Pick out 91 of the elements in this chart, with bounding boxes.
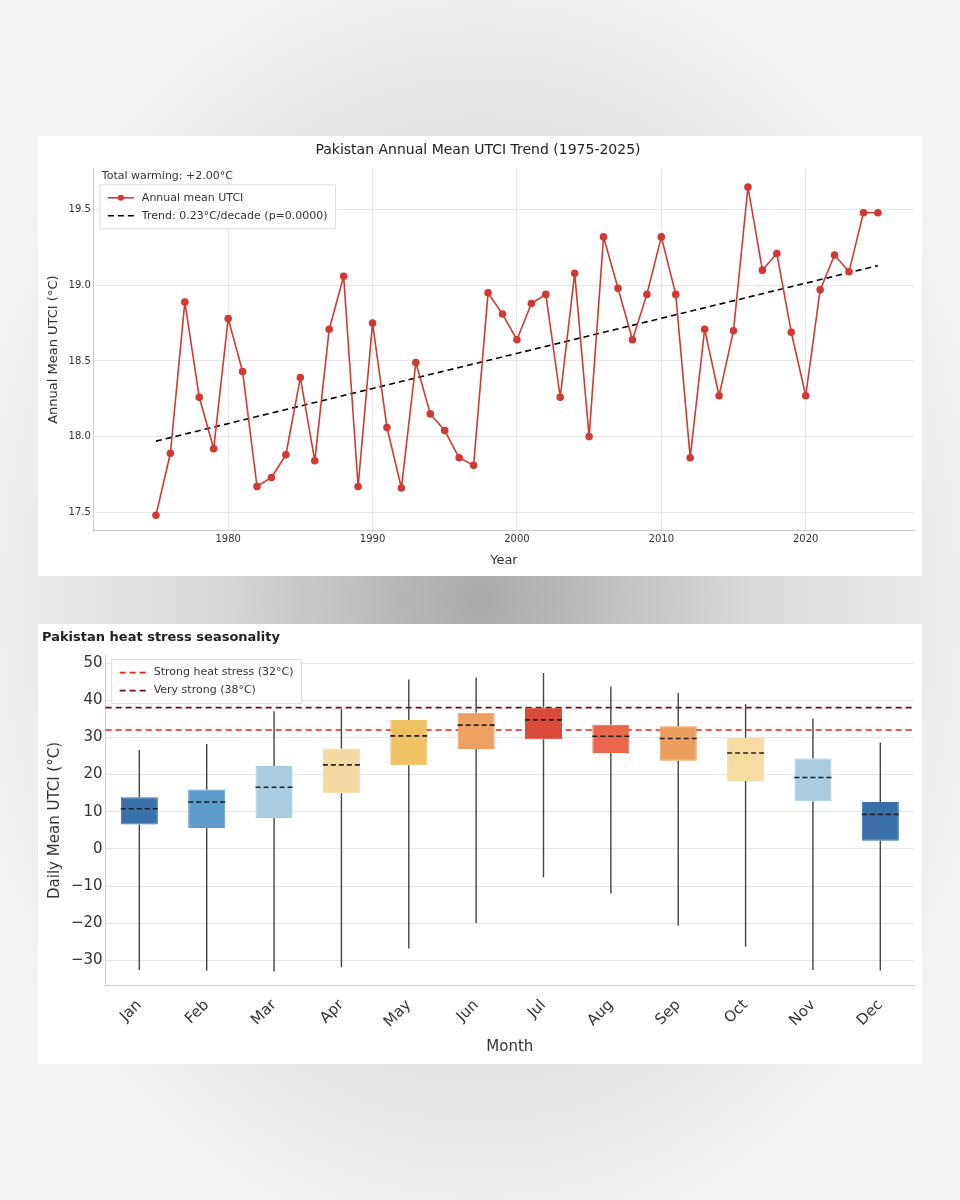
point bbox=[599, 233, 608, 241]
point bbox=[744, 183, 752, 191]
point bbox=[874, 208, 882, 217]
point bbox=[253, 482, 261, 491]
point bbox=[412, 358, 420, 367]
point bbox=[181, 298, 189, 306]
point bbox=[628, 335, 637, 344]
point bbox=[859, 208, 868, 217]
point bbox=[426, 410, 435, 418]
y-tick-label: 20 bbox=[83, 764, 103, 783]
y-tick-label: 40 bbox=[83, 690, 103, 709]
legend-label: Annual mean UTCI bbox=[141, 190, 244, 204]
point bbox=[498, 310, 507, 318]
point bbox=[729, 326, 738, 335]
point bbox=[801, 391, 810, 400]
x-tick-label: Feb bbox=[180, 995, 213, 1028]
point bbox=[513, 335, 521, 344]
y-tick-label: 19.5 bbox=[68, 203, 91, 215]
x-axis-title: Year bbox=[489, 551, 519, 567]
point bbox=[238, 367, 247, 376]
x-axis-title: Month bbox=[486, 1036, 534, 1055]
point bbox=[455, 453, 463, 462]
point bbox=[469, 461, 478, 470]
x-tick-label: Jun bbox=[451, 995, 482, 1026]
point bbox=[773, 249, 781, 258]
point bbox=[758, 266, 767, 274]
point bbox=[325, 325, 334, 333]
x-tick-label: Jul bbox=[522, 995, 550, 1022]
y-tick-label: −30 bbox=[71, 950, 103, 969]
point bbox=[542, 290, 550, 299]
point bbox=[383, 423, 391, 432]
point bbox=[209, 444, 218, 453]
x-tick-label: Dec bbox=[852, 995, 886, 1029]
y-axis-title: Annual Mean UTCI (°C) bbox=[45, 275, 61, 424]
point bbox=[282, 450, 290, 459]
point bbox=[570, 269, 579, 277]
point bbox=[152, 511, 160, 520]
annotation: Total warming: +2.00°C bbox=[100, 169, 234, 183]
legend-label: Trend: 0.23°C/decade (p=0.0000) bbox=[140, 208, 328, 222]
legend-label: Very strong (38°C) bbox=[153, 683, 256, 697]
y-tick-label: 18.0 bbox=[68, 430, 91, 442]
point bbox=[368, 319, 377, 327]
point bbox=[354, 482, 362, 491]
point bbox=[614, 284, 622, 293]
point bbox=[845, 267, 853, 276]
x-tick-label: Apr bbox=[315, 994, 348, 1027]
y-tick-label: 17.5 bbox=[68, 505, 91, 517]
y-tick-label: −20 bbox=[71, 913, 103, 932]
x-tick-label: Aug bbox=[583, 995, 617, 1029]
point bbox=[296, 373, 305, 382]
point bbox=[787, 328, 796, 336]
point bbox=[267, 473, 276, 482]
y-axis-title: Daily Mean UTCI (°C) bbox=[44, 741, 63, 899]
point bbox=[700, 325, 709, 333]
x-tick-label: 2020 bbox=[792, 532, 819, 544]
y-tick-label: 19.0 bbox=[68, 278, 91, 290]
x-tick-label: 1980 bbox=[215, 532, 241, 544]
point bbox=[715, 391, 723, 400]
x-tick-label: 2000 bbox=[504, 532, 530, 544]
chart-title: Pakistan Annual Mean UTCI Trend (1975-2025) bbox=[315, 141, 641, 158]
point bbox=[484, 289, 492, 297]
point bbox=[166, 449, 175, 458]
point bbox=[585, 432, 593, 441]
point bbox=[224, 314, 232, 323]
y-tick-label: 50 bbox=[83, 652, 103, 671]
x-tick-label: 2010 bbox=[648, 532, 675, 544]
point bbox=[686, 453, 694, 462]
point bbox=[671, 290, 680, 299]
y-tick-label: −10 bbox=[71, 875, 103, 894]
point bbox=[816, 286, 824, 294]
point bbox=[339, 272, 348, 281]
point bbox=[556, 393, 565, 402]
point bbox=[657, 233, 666, 241]
y-tick-label: 18.5 bbox=[68, 354, 91, 366]
chart-title: Pakistan heat stress seasonality bbox=[42, 629, 281, 645]
y-tick-label: 0 bbox=[93, 838, 103, 857]
y-tick-label: 30 bbox=[83, 727, 103, 746]
x-tick-label: Nov bbox=[785, 995, 819, 1029]
x-tick-label: 1990 bbox=[359, 532, 386, 544]
point bbox=[310, 457, 319, 465]
point bbox=[195, 393, 204, 402]
point bbox=[527, 299, 536, 308]
point bbox=[397, 484, 406, 492]
x-tick-label: Oct bbox=[720, 995, 752, 1027]
legend-label: Strong heat stress (32°C) bbox=[153, 665, 294, 679]
y-tick-label: 10 bbox=[83, 801, 103, 820]
x-tick-label: Jan bbox=[115, 995, 145, 1026]
point bbox=[643, 290, 651, 299]
point bbox=[440, 426, 449, 435]
point bbox=[830, 251, 839, 259]
x-tick-label: Sep bbox=[651, 995, 684, 1029]
